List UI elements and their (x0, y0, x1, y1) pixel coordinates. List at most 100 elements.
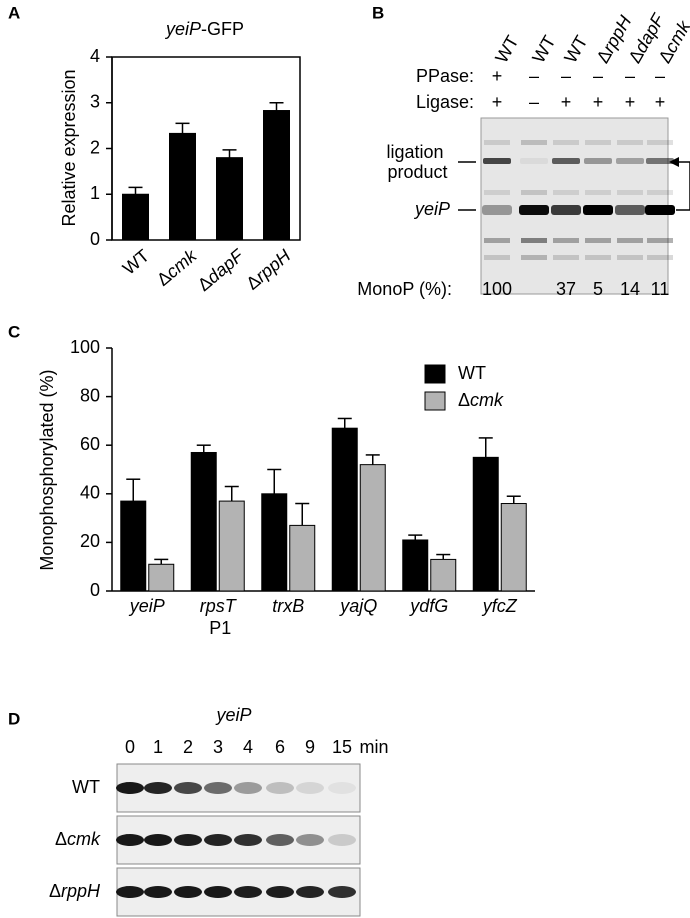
gel-band (617, 190, 643, 195)
sign: + (492, 66, 503, 86)
bar (120, 500, 147, 592)
plot-frame (111, 56, 301, 241)
bar (500, 503, 527, 592)
monop-value: 14 (620, 279, 640, 299)
x-tick-label: ΔrppH (242, 245, 295, 294)
x-tick-label: trxB (272, 596, 304, 616)
row-label: MonoP (%): (357, 279, 452, 299)
monop-value: 5 (593, 279, 603, 299)
y-axis-label: Monophosphorylated (%) (37, 369, 57, 570)
monop-value: 37 (556, 279, 576, 299)
x-tick-label: yajQ (338, 596, 377, 616)
band-label: yeiP (413, 199, 450, 219)
y-tick-label: 40 (80, 483, 100, 503)
bar (331, 427, 358, 592)
sign: + (655, 92, 666, 112)
time-label: 1 (153, 737, 163, 757)
bar (359, 464, 386, 592)
blot-band (234, 834, 262, 846)
blot-band (296, 886, 324, 898)
time-unit: min (359, 737, 388, 757)
blot-band (234, 782, 262, 794)
panel-label: A (8, 3, 20, 22)
gel-band (616, 158, 644, 164)
gel-band (585, 190, 611, 195)
gel-band (521, 140, 547, 145)
gene-label: yeiP (214, 705, 251, 725)
blot-band (266, 834, 294, 846)
time-label: 4 (243, 737, 253, 757)
time-label: 6 (275, 737, 285, 757)
y-tick-label: 3 (90, 92, 100, 112)
blot-band (328, 782, 356, 794)
gel-band (482, 205, 512, 215)
bracket-arrow (676, 161, 690, 211)
blot-band (296, 834, 324, 846)
blot-band (174, 886, 202, 898)
lane-label: WT (491, 32, 522, 66)
gel-band (617, 238, 643, 243)
gel-band (585, 140, 611, 145)
legend-swatch (424, 364, 446, 384)
gel-band (585, 255, 611, 260)
lane-label: WT (528, 32, 559, 66)
strain-label: Δcmk (55, 829, 101, 849)
blot-band (144, 834, 172, 846)
gel-band (645, 205, 675, 215)
legend-label: WT (458, 363, 486, 383)
gel-band (647, 140, 673, 145)
blot-band (204, 834, 232, 846)
bar (218, 500, 245, 592)
bar (261, 493, 288, 592)
legend-label: Δcmk (458, 390, 504, 410)
gel-band (646, 158, 674, 164)
y-tick-label: 60 (80, 434, 100, 454)
blot-band (174, 834, 202, 846)
gel-band (521, 190, 547, 195)
y-tick-label: 20 (80, 531, 100, 551)
x-tick-label: yeiP (128, 596, 165, 616)
arrow-head (669, 157, 679, 167)
bar (148, 563, 175, 592)
y-tick-label: 0 (90, 580, 100, 600)
monop-value: 11 (651, 279, 670, 299)
blot-band (234, 886, 262, 898)
sign: – (529, 92, 539, 112)
sign: + (625, 92, 636, 112)
sign: – (625, 66, 635, 86)
blot-band (116, 886, 144, 898)
bar (263, 110, 290, 241)
strain-label: WT (72, 777, 100, 797)
gel-band (647, 238, 673, 243)
sign: – (529, 66, 539, 86)
gel-band (584, 158, 612, 164)
time-label: 9 (305, 737, 315, 757)
sign: + (561, 92, 572, 112)
row-label: Ligase: (416, 92, 474, 112)
blot-band (174, 782, 202, 794)
legend-swatch (424, 391, 446, 411)
x-tick-label: Δcmk (153, 245, 201, 290)
sign: + (593, 92, 604, 112)
blot-band (328, 834, 356, 846)
bar (190, 451, 217, 592)
gel-band (615, 205, 645, 215)
y-tick-label: 1 (90, 183, 100, 203)
bar (430, 558, 457, 592)
blot-band (204, 886, 232, 898)
gel-band (484, 190, 510, 195)
gel-band (483, 158, 511, 164)
x-tick-label: WT (119, 245, 153, 278)
y-tick-label: 2 (90, 137, 100, 157)
bar (122, 193, 149, 241)
blot-band (144, 886, 172, 898)
y-tick-label: 100 (70, 337, 100, 357)
gel-band (552, 158, 580, 164)
bar (169, 132, 196, 241)
gel-band (553, 140, 579, 145)
x-tick-label: ydfG (408, 596, 448, 616)
gel-band (521, 238, 547, 243)
strain-label: ΔrppH (49, 881, 101, 901)
y-tick-label: 80 (80, 385, 100, 405)
